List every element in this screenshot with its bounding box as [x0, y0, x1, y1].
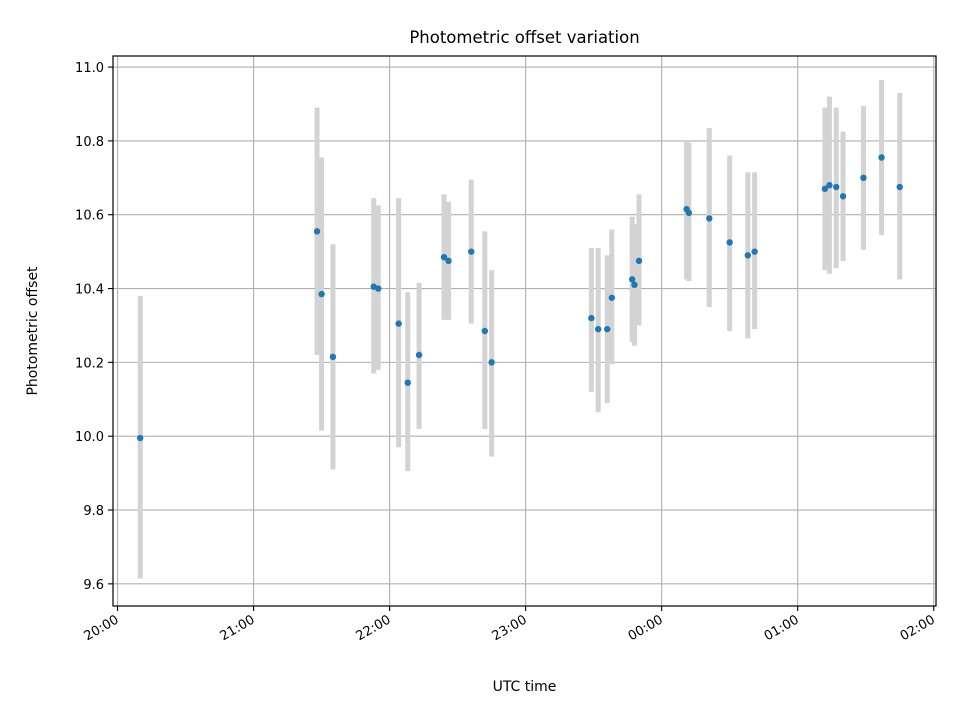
- data-point: [744, 252, 752, 259]
- data-point: [404, 379, 411, 386]
- data-point: [415, 351, 423, 359]
- data-point: [706, 215, 713, 222]
- data-point: [488, 359, 495, 366]
- grid: [113, 56, 936, 606]
- data-point: [860, 174, 867, 182]
- x-axis-label: UTC time: [493, 679, 557, 695]
- data-point: [833, 183, 840, 191]
- data-point: [608, 294, 615, 301]
- data-point: [604, 325, 611, 333]
- data-point: [440, 253, 448, 261]
- data-points: [137, 154, 903, 442]
- y-tick-label: 10.6: [75, 209, 104, 224]
- error-bars: [137, 79, 903, 579]
- data-point: [896, 183, 903, 191]
- y-tick-label: 11.0: [75, 61, 104, 76]
- y-tick-label: 10.4: [75, 283, 104, 298]
- y-axis-ticks: 9.6 9.8 10.0 10.2 10.4 10.6 10.8 11.0: [75, 61, 113, 593]
- data-point: [468, 248, 475, 255]
- y-tick-label: 9.6: [83, 578, 104, 593]
- data-point: [685, 209, 693, 217]
- data-point: [588, 314, 595, 322]
- data-point: [821, 185, 829, 193]
- y-tick-label: 10.0: [75, 430, 104, 445]
- data-point: [826, 181, 833, 189]
- y-tick-label: 10.8: [75, 135, 104, 150]
- x-tick-label: 01:00: [762, 612, 802, 644]
- y-tick-label: 10.2: [75, 356, 104, 371]
- data-point: [635, 257, 643, 265]
- x-tick-label: 21:00: [218, 612, 258, 644]
- x-tick-label: 22:00: [354, 612, 394, 644]
- data-point: [839, 193, 847, 200]
- x-tick-label: 20:00: [82, 612, 122, 644]
- data-point: [445, 257, 452, 265]
- data-point: [878, 154, 885, 161]
- data-point: [395, 320, 402, 327]
- x-tick-label: 23:00: [490, 612, 530, 644]
- y-axis-label: Photometric offset: [25, 266, 41, 396]
- data-point: [594, 325, 602, 333]
- data-point: [375, 285, 382, 292]
- data-point: [628, 276, 636, 283]
- x-tick-label: 00:00: [626, 612, 666, 644]
- y-tick-label: 9.8: [83, 504, 104, 519]
- data-point: [137, 434, 144, 442]
- data-point: [631, 281, 638, 289]
- data-point: [751, 248, 758, 255]
- data-point: [318, 290, 325, 298]
- x-tick-label: 02:00: [898, 612, 938, 644]
- data-point: [329, 353, 337, 361]
- chart-title: Photometric offset variation: [409, 28, 639, 47]
- data-point: [313, 228, 321, 235]
- x-axis-ticks: 20:00 21:00 22:00 23:00 00:00 01:00 02:00: [82, 606, 938, 644]
- plot-area-frame: [112, 55, 937, 607]
- data-point: [481, 327, 489, 335]
- data-point: [726, 239, 733, 246]
